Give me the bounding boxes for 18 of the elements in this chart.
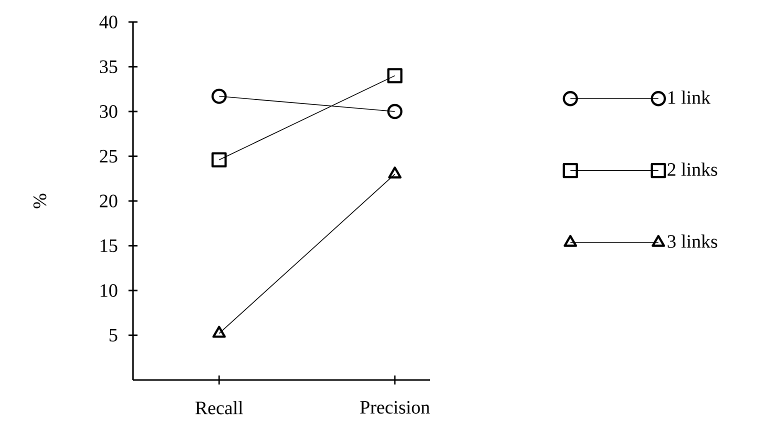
point <box>212 88 227 104</box>
y-tick-label: 10 <box>100 284 118 297</box>
y-tick-label: 5 <box>110 328 118 342</box>
y-tick-label: 15 <box>100 239 118 252</box>
x-tick-label: Recall <box>195 401 243 414</box>
y-tick-label: 40 <box>99 16 118 28</box>
y-tick-label: 25 <box>100 150 118 163</box>
y-tick-label: 20 <box>100 194 118 208</box>
y-tick-label: 30 <box>100 105 118 118</box>
point <box>387 68 402 84</box>
legend-label: 3 links <box>668 234 718 248</box>
x-tick-label: Precision <box>360 401 430 414</box>
point <box>387 104 402 120</box>
legend-label: 2 links <box>668 162 718 176</box>
legend-label: 1 link <box>668 90 710 104</box>
y-axis-title: % <box>33 194 46 208</box>
y-tick-label: 35 <box>100 60 118 74</box>
point <box>212 152 227 168</box>
